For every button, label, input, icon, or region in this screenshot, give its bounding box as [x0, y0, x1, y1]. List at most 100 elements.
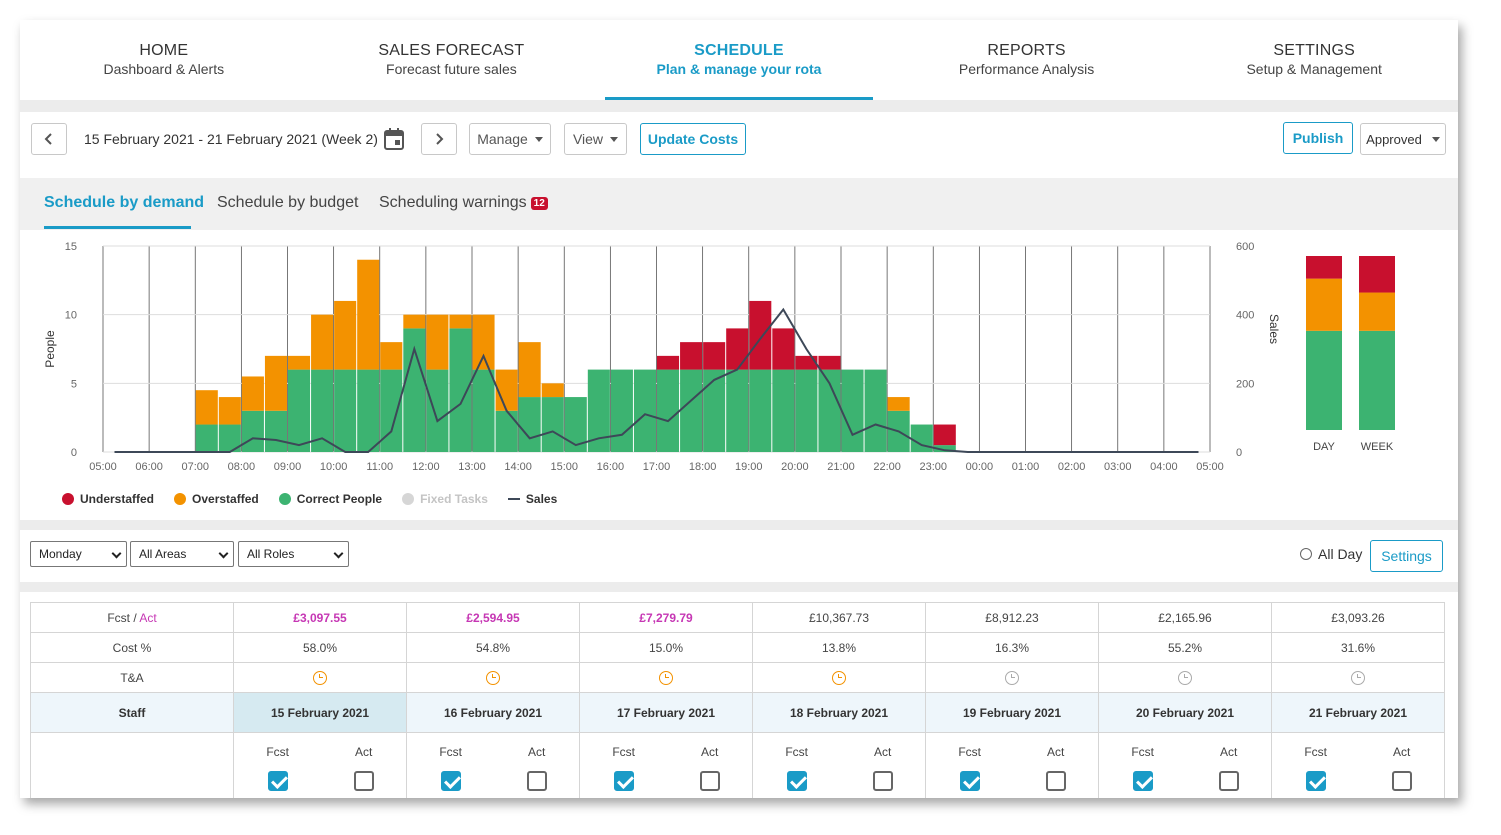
correct-bar [864, 369, 887, 452]
fcst-checkbox[interactable] [613, 770, 634, 791]
checkbox-cell: Fcst Act [233, 732, 407, 798]
publish-button[interactable]: Publish [1283, 122, 1353, 154]
legend-fixed-tasks[interactable]: Fixed Tasks [402, 492, 488, 506]
act-col-label: Act [873, 744, 892, 759]
date-header[interactable]: 19 February 2021 [925, 692, 1099, 733]
nav-settings[interactable]: SETTINGS Setup & Management [1170, 20, 1458, 100]
act-checkbox[interactable] [872, 770, 893, 791]
value-cell: £3,097.55 [233, 602, 407, 633]
fcst-checkbox[interactable] [959, 770, 980, 791]
settings-button[interactable]: Settings [1370, 540, 1443, 572]
correct-bar [841, 369, 864, 452]
act-checkbox[interactable] [1045, 770, 1066, 791]
nav-schedule-title: SCHEDULE [694, 42, 784, 59]
ta-cell [1271, 662, 1445, 693]
manage-dropdown[interactable]: Manage [469, 123, 551, 155]
checkbox-cell: Fcst Act [752, 732, 926, 798]
fcst-checkbox[interactable] [786, 770, 807, 791]
correct-bar [795, 369, 818, 452]
clock-icon[interactable] [659, 670, 673, 685]
understaffed-bar [749, 300, 772, 370]
correct-bar [518, 397, 541, 452]
x-tick-label: 12:00 [412, 461, 440, 473]
calendar-icon[interactable] [384, 128, 404, 155]
date-header[interactable]: 20 February 2021 [1098, 692, 1272, 733]
clock-icon[interactable] [832, 670, 846, 685]
ta-cell [233, 662, 407, 693]
correct-bar [657, 369, 680, 452]
active-tab-indicator [44, 226, 191, 229]
legend-understaffed[interactable]: Understaffed [62, 492, 154, 506]
act-checkbox[interactable] [1391, 770, 1412, 791]
understaffed-bar [933, 424, 956, 446]
y2-tick-label: 400 [1236, 310, 1254, 322]
nav-reports[interactable]: REPORTS Performance Analysis [883, 20, 1171, 100]
correct-bar [726, 369, 749, 452]
fcst-act-row: Fcst / Act £3,097.55 £2,594.95 £7,279.79… [30, 602, 1445, 633]
act-checkbox[interactable] [1218, 770, 1239, 791]
act-checkbox[interactable] [699, 770, 720, 791]
legend-correct-people[interactable]: Correct People [278, 492, 382, 506]
areas-select[interactable]: All Areas [130, 541, 234, 567]
tab-schedule-by-budget[interactable]: Schedule by budget [217, 194, 359, 211]
filter-bar: Monday All Areas All Roles All Day Setti… [20, 530, 1458, 582]
tab-schedule-by-demand[interactable]: Schedule by demand [44, 194, 205, 211]
value-cell: £2,594.95 [406, 602, 580, 633]
act-checkbox[interactable] [353, 770, 374, 791]
nav-schedule[interactable]: SCHEDULE Plan & manage your rota [595, 20, 883, 100]
roles-select[interactable]: All Roles [238, 541, 349, 567]
caret-down-icon [610, 136, 619, 142]
clock-icon[interactable] [1005, 670, 1019, 685]
date-range: 15 February 2021 - 21 February 2021 (Wee… [84, 131, 378, 147]
chart-legend: Understaffed Overstaffed Correct People … [62, 492, 577, 506]
status-dropdown[interactable]: Approved [1360, 123, 1446, 155]
all-day-radio[interactable] [1300, 548, 1312, 560]
correct-bar [703, 369, 726, 452]
nav-sales-forecast[interactable]: SALES FORECAST Forecast future sales [308, 20, 596, 100]
overstaffed-bar [195, 390, 218, 425]
chevron-down-icon [218, 548, 229, 559]
chevron-down-icon [333, 548, 344, 559]
fcst-checkbox[interactable] [440, 770, 461, 791]
clock-icon[interactable] [1351, 670, 1365, 685]
clock-icon[interactable] [1178, 670, 1192, 685]
correct-bar [449, 328, 472, 452]
nav-reports-title: REPORTS [987, 42, 1066, 59]
date-header[interactable]: 16 February 2021 [406, 692, 580, 733]
overstaffed-bar [218, 397, 241, 425]
fcst-col-label: Fcst [1304, 744, 1327, 759]
fcst-checkbox[interactable] [1132, 770, 1153, 791]
correct-bar [380, 369, 403, 452]
next-week-button[interactable] [421, 123, 457, 155]
cost-header: Cost % [30, 632, 234, 663]
date-header[interactable]: 17 February 2021 [579, 692, 753, 733]
clock-icon[interactable] [313, 670, 327, 685]
prev-week-button[interactable] [31, 123, 67, 155]
legend-sales[interactable]: Sales [507, 492, 558, 506]
act-col-label: Act [700, 744, 719, 759]
view-dropdown[interactable]: View [564, 123, 627, 155]
correct-bar [749, 369, 772, 452]
legend-fixed-label: Fixed Tasks [420, 492, 488, 506]
fcst-checkbox[interactable] [1305, 770, 1326, 791]
clock-icon[interactable] [486, 670, 500, 685]
act-checkbox[interactable] [526, 770, 547, 791]
date-header[interactable]: 18 February 2021 [752, 692, 926, 733]
demand-chart: 05:00 06:00 07:00 08:00 09:00 10:00 11:00 12:00… [43, 241, 1395, 473]
fcst-checkbox[interactable] [267, 770, 288, 791]
tab-scheduling-warnings[interactable]: Scheduling warnings 12 [379, 194, 548, 212]
day-select[interactable]: Monday [30, 541, 127, 567]
date-header[interactable]: 21 February 2021 [1271, 692, 1445, 733]
ta-row: T&A [30, 662, 1445, 693]
x-tick-label: 18:00 [689, 461, 717, 473]
nav-home[interactable]: HOME Dashboard & Alerts [20, 20, 308, 100]
fcst-act-header: Fcst / Act [30, 602, 234, 633]
fcst-col-label: Fcst [439, 744, 462, 759]
act-col-label: Act [1392, 744, 1411, 759]
legend-sales-label: Sales [525, 492, 558, 506]
date-header[interactable]: 15 February 2021 [233, 692, 407, 733]
all-day-toggle[interactable]: All Day [1300, 546, 1362, 562]
update-costs-button[interactable]: Update Costs [640, 123, 746, 155]
legend-overstaffed[interactable]: Overstaffed [174, 492, 259, 506]
summary-label: WEEK [1361, 441, 1394, 453]
